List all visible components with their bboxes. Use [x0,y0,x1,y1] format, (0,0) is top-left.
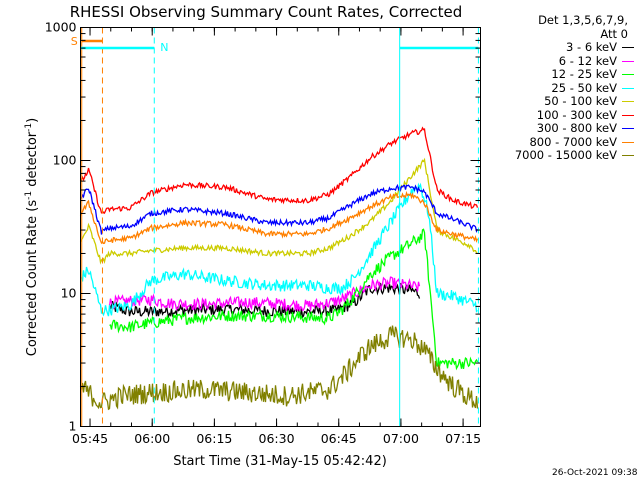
series-layer [79,126,479,411]
legend-swatch [622,114,634,116]
legend-entry-label: 100 - 300 keV [536,107,617,122]
y-tick-label: 10 [61,286,77,301]
legend-entry: 6 - 12 keV [484,53,634,69]
series-line [108,276,421,312]
legend-entry: 50 - 100 keV [484,94,634,109]
x-tick-label: 07:00 [383,431,419,446]
legend-entry: 12 - 25 keV [484,67,634,82]
series-line [80,182,478,317]
legend-entry: 25 - 50 keV [484,80,634,96]
legend-entry: 300 - 800 keV [484,121,634,136]
x-tick-label: 05:45 [72,431,108,446]
y-tick-label: 1 [69,419,77,434]
series-line [79,157,478,265]
legend-entry-label: 50 - 100 keV [544,94,617,108]
y-axis-label: Corrected Count Rate (s-1 detector-1) [23,117,41,357]
legend-entry: 7000 - 15000 keV [484,148,634,163]
series-line [79,190,479,245]
x-tick-label: 06:15 [196,431,232,446]
legend-swatch [622,87,634,89]
axis-ticks: 05:45 06:00 06:15 06:30 06:45 07:00 07:15 1 10 10… [45,20,481,447]
legend-swatch [622,128,634,130]
legend-entry-label: 800 - 7000 keV [529,134,617,149]
x-tick-label: 06:00 [134,431,170,446]
series-line [108,282,421,320]
legend-entry-label: 25 - 50 keV [551,80,617,95]
legend-header-detectors: Det 1,3,5,6,7,9, [538,13,628,27]
footer-timestamp: 26-Oct-2021 09:38 [552,468,638,478]
legend-entry: 800 - 7000 keV [484,134,634,150]
legend-entry: 3 - 6 keV [484,40,634,55]
legend-swatch [622,141,634,143]
night-label: N [160,41,168,54]
legend-swatch [622,101,634,103]
legend-swatch [622,155,634,157]
legend-swatch [622,74,634,76]
legend-entry-label: 12 - 25 keV [551,67,617,81]
legend-entry-label: 3 - 6 keV [566,40,617,54]
legend-swatch [622,60,634,62]
y-tick-label: 1000 [45,20,77,35]
legend-entry-label: 7000 - 15000 keV [514,148,617,162]
chart-title: RHESSI Observing Summary Count Rates, Co… [69,3,463,21]
series-line [79,325,479,411]
x-axis-label: Start Time (31-May-15 05:42:42) [173,454,387,469]
legend-header-attenuator: Att 0 [600,26,628,41]
plot-frame [80,27,481,427]
legend-entry-label: 6 - 12 keV [558,53,617,68]
series-line [109,228,479,371]
legend-swatch [622,47,634,49]
x-tick-label: 06:30 [259,431,295,446]
legend: Det 1,3,5,6,7,9, Att 0 3 - 6 keV 6 - 12 k… [484,13,634,163]
saa-label: S [71,35,78,48]
series-line [80,183,479,235]
series-line [79,126,479,215]
x-tick-label: 07:15 [445,431,481,446]
y-tick-label: 100 [53,153,77,168]
legend-entry: 100 - 300 keV [484,107,634,123]
legend-entry-label: 300 - 800 keV [536,121,617,135]
x-tick-label: 06:45 [321,431,357,446]
legend-entries: 3 - 6 keV 6 - 12 keV 12 - 25 keV 25 - 50 ke… [484,40,634,163]
